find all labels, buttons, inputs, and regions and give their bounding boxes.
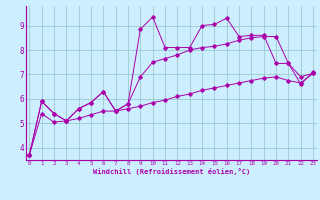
X-axis label: Windchill (Refroidissement éolien,°C): Windchill (Refroidissement éolien,°C) — [92, 168, 250, 175]
